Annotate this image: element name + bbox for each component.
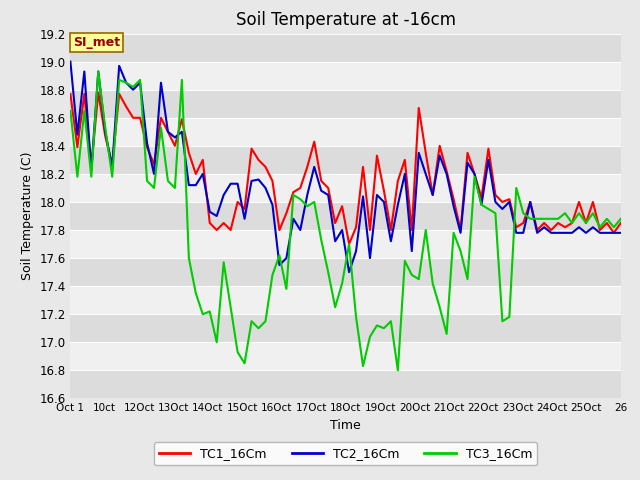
TC1_16Cm: [67, 91, 74, 97]
Title: Soil Temperature at -16cm: Soil Temperature at -16cm: [236, 11, 456, 29]
TC3_16Cm: [408, 272, 415, 278]
TC2_16Cm: [561, 230, 569, 236]
Y-axis label: Soil Temperature (C): Soil Temperature (C): [20, 152, 34, 280]
Legend: TC1_16Cm, TC2_16Cm, TC3_16Cm: TC1_16Cm, TC2_16Cm, TC3_16Cm: [154, 442, 537, 465]
Bar: [70, 61, 621, 90]
TC1_16Cm: [415, 105, 422, 111]
Text: SI_met: SI_met: [73, 36, 120, 49]
Bar: [70, 342, 621, 371]
TC2_16Cm: [450, 204, 458, 209]
TC1_16Cm: [317, 178, 325, 184]
Bar: [70, 286, 621, 314]
TC2_16Cm: [401, 171, 409, 177]
Bar: [70, 202, 621, 230]
Bar: [70, 118, 621, 146]
TC3_16Cm: [394, 368, 402, 373]
TC2_16Cm: [429, 192, 436, 198]
TC1_16Cm: [408, 227, 415, 233]
TC3_16Cm: [457, 248, 465, 254]
Bar: [70, 146, 621, 174]
Line: TC3_16Cm: TC3_16Cm: [70, 72, 621, 371]
TC2_16Cm: [345, 269, 353, 275]
TC3_16Cm: [617, 216, 625, 222]
Bar: [70, 90, 621, 118]
Bar: [70, 174, 621, 202]
TC2_16Cm: [67, 59, 74, 64]
TC1_16Cm: [457, 227, 465, 233]
Bar: [70, 371, 621, 398]
TC1_16Cm: [436, 143, 444, 149]
TC3_16Cm: [95, 69, 102, 74]
TC2_16Cm: [617, 230, 625, 236]
TC3_16Cm: [415, 276, 422, 282]
TC1_16Cm: [617, 220, 625, 226]
TC1_16Cm: [568, 220, 576, 226]
TC3_16Cm: [67, 108, 74, 114]
TC3_16Cm: [568, 220, 576, 226]
TC1_16Cm: [345, 241, 353, 247]
TC3_16Cm: [436, 304, 444, 310]
Bar: [70, 258, 621, 286]
Bar: [70, 34, 621, 61]
X-axis label: Time: Time: [330, 419, 361, 432]
Bar: [70, 230, 621, 258]
Bar: [70, 314, 621, 342]
TC2_16Cm: [310, 164, 318, 170]
Line: TC2_16Cm: TC2_16Cm: [70, 61, 621, 272]
TC3_16Cm: [317, 237, 325, 243]
Line: TC1_16Cm: TC1_16Cm: [70, 93, 621, 244]
TC2_16Cm: [408, 248, 415, 254]
TC1_16Cm: [95, 90, 102, 96]
